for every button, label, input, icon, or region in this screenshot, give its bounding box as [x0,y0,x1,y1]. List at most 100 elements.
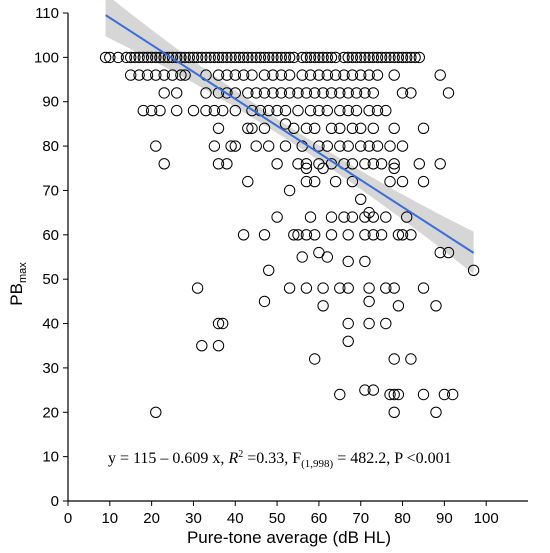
data-point [104,51,116,64]
data-point [145,51,158,64]
data-point [329,69,342,81]
data-point [338,69,350,81]
data-point [133,69,145,81]
data-point [363,140,375,152]
data-point [263,51,275,64]
data-point [313,104,325,117]
data-point [283,282,296,294]
x-tick-label: 100 [474,510,499,527]
data-point [384,175,396,188]
data-point [371,104,384,117]
data-point [275,87,287,99]
data-point [380,211,392,223]
data-point [258,122,271,135]
data-point [321,251,333,263]
data-point [392,229,405,241]
data-point [317,300,329,312]
data-point [317,51,329,64]
data-point [350,51,363,64]
x-tick-label: 40 [227,510,244,527]
data-point [258,87,271,99]
data-point [367,384,379,396]
data-point [258,51,271,64]
data-point [304,51,317,64]
data-point [204,51,216,64]
x-tick-label: 30 [185,510,202,527]
y-tick-label: 40 [42,316,59,333]
data-point [208,140,221,152]
data-point [246,104,258,117]
data-point [334,140,346,152]
data-point [154,51,166,64]
data-point [221,158,233,170]
data-point [375,229,388,241]
data-point [350,104,363,117]
tick-labels-layer: 0 10 20 30 40 50 60 70 80 90 100 0 10 20 30 40 50 60 70 80 9… [34,5,499,527]
y-axis-title-subscript: max [17,262,29,283]
data-point [342,335,354,347]
data-point [409,51,421,64]
x-tick-label: 60 [311,510,328,527]
data-point [99,51,112,64]
data-point [242,122,254,135]
data-point [346,175,359,188]
data-point [292,229,304,241]
data-point [346,122,359,135]
data-point [133,51,145,64]
data-point [271,51,283,64]
data-point [221,51,233,64]
data-points-layer [99,51,480,418]
data-point [309,122,321,135]
data-point [313,140,325,152]
data-point [196,51,208,64]
data-point [229,104,242,117]
data-point [375,51,388,64]
data-point [208,104,221,117]
data-point [292,104,304,117]
x-tick-label: 80 [394,510,411,527]
data-point [359,87,371,99]
y-tick-label: 90 [42,94,59,111]
data-point [396,140,409,152]
data-point [346,158,359,170]
data-point [338,51,350,64]
data-point [250,140,262,152]
x-tick-label: 70 [352,510,369,527]
data-point [300,282,313,294]
data-point [183,51,196,64]
data-point [304,69,317,81]
data-point [309,229,321,241]
data-point [388,406,400,418]
data-point [221,87,233,99]
y-tick-label: 110 [35,5,59,22]
data-point [321,140,333,152]
data-point [141,69,154,81]
data-point [355,122,367,135]
data-point [129,51,141,64]
y-tick-label: 70 [42,182,59,199]
data-point [334,388,346,401]
data-point [355,140,367,152]
data-point [279,51,292,64]
data-point [396,87,409,99]
data-point [359,158,371,170]
data-point [363,206,375,219]
data-point [325,87,338,99]
data-point [112,51,124,64]
data-point [275,51,287,64]
data-point [342,255,354,268]
data-point [279,104,292,117]
data-point [317,87,329,99]
data-point [288,51,300,64]
data-point [208,51,221,64]
data-point [263,104,275,117]
data-point [237,51,250,64]
data-point [405,87,417,99]
data-point [246,122,258,135]
data-point [392,300,405,312]
data-point [359,384,371,396]
data-point [217,317,229,330]
data-point [309,87,321,99]
data-point [380,282,392,294]
